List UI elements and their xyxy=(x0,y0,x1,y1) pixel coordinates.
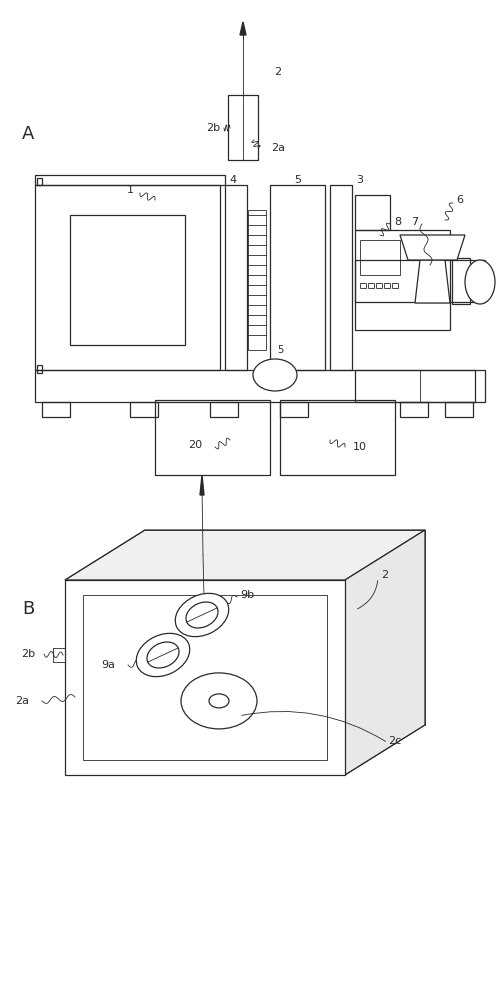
Polygon shape xyxy=(65,580,345,775)
Text: 2c: 2c xyxy=(388,736,401,746)
Bar xyxy=(452,258,470,304)
Bar xyxy=(355,230,450,330)
Ellipse shape xyxy=(253,359,297,391)
Bar xyxy=(376,283,382,288)
Bar xyxy=(37,178,42,185)
Bar xyxy=(35,175,225,185)
Bar xyxy=(83,595,327,760)
Bar xyxy=(280,402,308,417)
Text: 10: 10 xyxy=(353,442,367,452)
Bar xyxy=(360,283,366,288)
Bar xyxy=(35,185,220,370)
Ellipse shape xyxy=(136,633,190,677)
Bar xyxy=(330,185,352,370)
Bar xyxy=(210,402,238,417)
Text: 3: 3 xyxy=(357,175,364,185)
Bar xyxy=(360,240,400,275)
Text: 9a: 9a xyxy=(101,660,115,670)
Polygon shape xyxy=(345,530,425,775)
Ellipse shape xyxy=(175,593,229,637)
Bar xyxy=(225,185,247,370)
Polygon shape xyxy=(200,475,204,495)
Text: 5: 5 xyxy=(294,175,301,185)
Bar xyxy=(445,402,473,417)
Bar xyxy=(355,260,485,302)
Bar xyxy=(130,402,158,417)
Bar xyxy=(228,95,258,160)
Bar xyxy=(248,210,266,350)
Bar xyxy=(35,370,475,402)
Text: 8: 8 xyxy=(394,217,401,227)
Bar xyxy=(400,402,428,417)
Text: A: A xyxy=(22,125,34,143)
Polygon shape xyxy=(415,260,450,303)
Bar xyxy=(42,402,70,417)
Text: 2a: 2a xyxy=(271,143,285,153)
Ellipse shape xyxy=(186,602,218,628)
Text: 6: 6 xyxy=(457,195,463,205)
Text: 1: 1 xyxy=(126,185,133,195)
Polygon shape xyxy=(65,530,425,580)
Text: 5: 5 xyxy=(277,345,283,355)
Text: 2: 2 xyxy=(275,67,282,77)
Bar xyxy=(392,283,398,288)
Text: 9b: 9b xyxy=(240,590,254,600)
Ellipse shape xyxy=(147,642,179,668)
Text: 2: 2 xyxy=(381,570,388,580)
Polygon shape xyxy=(240,22,246,35)
Text: 2a: 2a xyxy=(15,696,29,706)
Bar xyxy=(155,400,270,475)
Bar xyxy=(384,283,390,288)
Bar xyxy=(355,195,390,230)
Bar xyxy=(270,185,325,370)
Text: 7: 7 xyxy=(411,217,418,227)
Text: 2b: 2b xyxy=(21,649,35,659)
Ellipse shape xyxy=(181,673,257,729)
Bar xyxy=(280,400,395,475)
Bar xyxy=(37,365,42,373)
Text: B: B xyxy=(22,600,34,618)
Ellipse shape xyxy=(209,694,229,708)
Ellipse shape xyxy=(465,260,495,304)
Bar xyxy=(70,215,185,345)
Text: 4: 4 xyxy=(229,175,236,185)
Bar xyxy=(368,283,374,288)
Text: 20: 20 xyxy=(188,440,202,450)
Text: 2b: 2b xyxy=(206,123,220,133)
Bar xyxy=(355,370,485,402)
Polygon shape xyxy=(400,235,465,260)
